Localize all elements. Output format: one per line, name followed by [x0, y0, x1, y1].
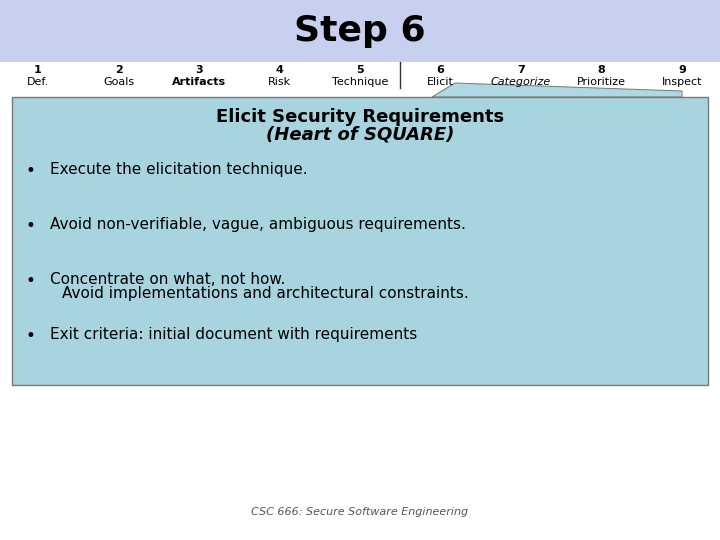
Text: •: •: [25, 217, 35, 235]
Text: Step 6: Step 6: [294, 14, 426, 48]
Text: 9: 9: [678, 65, 686, 75]
Text: Execute the elicitation technique.: Execute the elicitation technique.: [50, 162, 307, 177]
Text: Technique: Technique: [332, 77, 388, 87]
Text: 5: 5: [356, 65, 364, 75]
Text: Avoid non-verifiable, vague, ambiguous requirements.: Avoid non-verifiable, vague, ambiguous r…: [50, 217, 466, 232]
Bar: [0, 0, 720, 62]
Text: 1: 1: [34, 65, 42, 75]
Text: •: •: [25, 272, 35, 290]
Text: Inspect: Inspect: [662, 77, 702, 87]
Text: 7: 7: [517, 65, 525, 75]
Text: •: •: [25, 162, 35, 180]
Text: Artifacts: Artifacts: [172, 77, 226, 87]
Text: (Heart of SQUARE): (Heart of SQUARE): [266, 125, 454, 143]
Text: Risk: Risk: [268, 77, 291, 87]
Text: Avoid implementations and architectural constraints.: Avoid implementations and architectural …: [62, 286, 469, 301]
Text: Def.: Def.: [27, 77, 49, 87]
Text: Goals: Goals: [103, 77, 134, 87]
Text: 4: 4: [276, 65, 284, 75]
Text: Elicit Security Requirements: Elicit Security Requirements: [216, 108, 504, 126]
Text: Exit criteria: initial document with requirements: Exit criteria: initial document with req…: [50, 327, 418, 342]
Text: 3: 3: [195, 65, 203, 75]
Text: Prioritize: Prioritize: [577, 77, 626, 87]
Text: 8: 8: [598, 65, 606, 75]
Text: •: •: [25, 327, 35, 345]
Text: CSC 666: Secure Software Engineering: CSC 666: Secure Software Engineering: [251, 507, 469, 517]
Polygon shape: [432, 83, 682, 97]
Bar: [12, 97, 708, 385]
Text: Concentrate on what, not how.: Concentrate on what, not how.: [50, 272, 285, 287]
Text: 6: 6: [436, 65, 444, 75]
Text: Categorize: Categorize: [491, 77, 551, 87]
Text: 2: 2: [114, 65, 122, 75]
Text: Elicit: Elicit: [427, 77, 454, 87]
